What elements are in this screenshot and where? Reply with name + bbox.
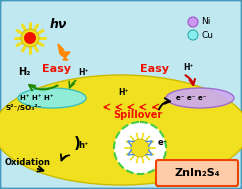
Text: ): ) (74, 136, 81, 151)
Text: Easy: Easy (42, 64, 71, 74)
Text: e⁻ e⁻ e⁻: e⁻ e⁻ e⁻ (176, 95, 206, 101)
Text: Easy: Easy (140, 64, 169, 74)
Ellipse shape (166, 88, 234, 108)
Text: H⁺: H⁺ (118, 88, 129, 97)
Text: H⁺: H⁺ (78, 68, 89, 77)
Ellipse shape (18, 88, 86, 108)
FancyBboxPatch shape (156, 160, 238, 186)
Polygon shape (58, 44, 70, 60)
Text: Ni: Ni (201, 18, 210, 26)
Circle shape (188, 30, 198, 40)
Circle shape (114, 122, 166, 174)
Text: Spillover: Spillover (113, 110, 162, 120)
Circle shape (21, 29, 39, 47)
Circle shape (188, 17, 198, 27)
Text: hν: hν (50, 18, 67, 31)
Text: h⁺: h⁺ (78, 141, 88, 150)
Text: e⁻: e⁻ (158, 138, 168, 147)
Text: H₂: H₂ (18, 67, 30, 77)
Circle shape (24, 32, 36, 44)
Ellipse shape (0, 75, 242, 185)
Text: ZnIn₂S₄: ZnIn₂S₄ (174, 168, 220, 178)
Text: Cu: Cu (201, 30, 213, 40)
Text: S²⁻/SO₃²⁻: S²⁻/SO₃²⁻ (5, 104, 41, 111)
Text: H⁺ H⁺ H⁺: H⁺ H⁺ H⁺ (20, 95, 53, 101)
Circle shape (131, 139, 149, 157)
Text: Oxidation: Oxidation (5, 158, 51, 167)
Text: H⁺: H⁺ (183, 63, 194, 72)
